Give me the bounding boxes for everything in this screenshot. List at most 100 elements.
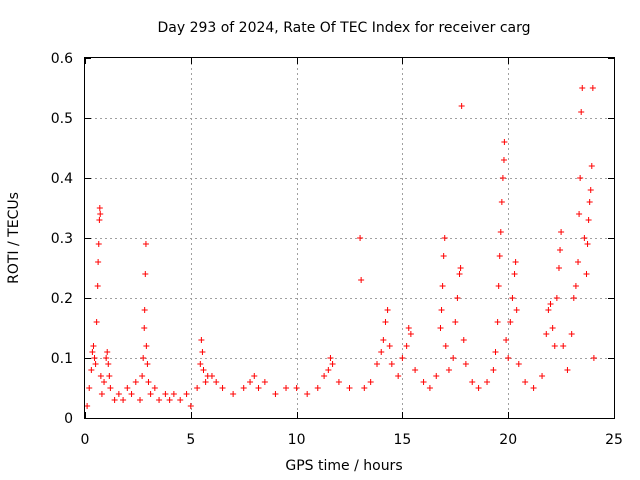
x-tick-label: 15	[393, 432, 411, 448]
data-point	[151, 385, 158, 391]
data-point	[395, 373, 402, 379]
y-tick-label: 0.2	[51, 291, 73, 307]
data-point	[555, 265, 562, 271]
data-point	[456, 271, 463, 277]
x-axis-ticks: 0 5 10 15 20 25	[81, 58, 623, 448]
data-point	[484, 379, 491, 385]
data-point	[547, 301, 554, 307]
data-point	[378, 349, 385, 355]
data-point	[145, 379, 152, 385]
x-tick-label: 5	[186, 432, 195, 448]
data-point	[549, 325, 556, 331]
data-point	[104, 349, 111, 355]
data-point	[512, 259, 519, 265]
data-point	[439, 283, 446, 289]
data-point	[492, 349, 499, 355]
data-point	[94, 283, 101, 289]
data-point	[515, 361, 522, 367]
data-point	[507, 319, 514, 325]
data-point	[213, 379, 220, 385]
data-point	[442, 343, 449, 349]
data-point	[584, 241, 591, 247]
data-point	[92, 361, 99, 367]
data-point	[495, 283, 502, 289]
x-tick-label: 0	[81, 432, 90, 448]
y-tick-label: 0.5	[51, 111, 73, 127]
data-point	[454, 295, 461, 301]
data-point	[557, 247, 564, 253]
data-point	[437, 325, 444, 331]
data-point	[445, 367, 452, 373]
data-point	[314, 385, 321, 391]
data-point	[388, 361, 395, 367]
data-point	[198, 337, 205, 343]
data-point	[511, 271, 518, 277]
data-point	[107, 385, 114, 391]
data-point	[89, 349, 96, 355]
data-point	[272, 391, 279, 397]
data-point	[522, 379, 529, 385]
data-point	[441, 235, 448, 241]
data-point	[304, 391, 311, 397]
data-point	[490, 367, 497, 373]
data-point	[568, 331, 575, 337]
data-point	[499, 175, 506, 181]
data-point	[97, 211, 104, 217]
data-point	[124, 385, 131, 391]
data-point	[128, 391, 135, 397]
data-point	[380, 337, 387, 343]
data-point	[142, 271, 149, 277]
data-point	[384, 307, 391, 313]
data-point	[386, 343, 393, 349]
data-point	[590, 355, 597, 361]
chart-title: Day 293 of 2024, Rate Of TEC Index for r…	[157, 20, 530, 36]
data-point	[346, 385, 353, 391]
data-point	[361, 385, 368, 391]
data-point	[420, 379, 427, 385]
data-points	[84, 85, 597, 409]
data-point	[357, 235, 364, 241]
data-point	[374, 361, 381, 367]
data-point	[564, 367, 571, 373]
data-point	[367, 379, 374, 385]
y-axis-label: ROTI / TECUs	[6, 192, 22, 284]
data-point	[199, 349, 206, 355]
data-point	[240, 385, 247, 391]
data-point	[335, 379, 342, 385]
data-point	[581, 235, 588, 241]
data-point	[293, 385, 300, 391]
data-point	[103, 355, 110, 361]
data-point	[197, 361, 204, 367]
data-point	[84, 403, 91, 409]
grid-lines	[85, 58, 614, 418]
data-point	[358, 277, 365, 283]
data-point	[497, 229, 504, 235]
data-point	[156, 397, 163, 403]
data-point	[115, 391, 122, 397]
data-point	[327, 355, 334, 361]
data-point	[572, 283, 579, 289]
data-point	[208, 373, 215, 379]
data-point	[513, 307, 520, 313]
x-tick-label: 20	[499, 432, 517, 448]
data-point	[412, 367, 419, 373]
data-point	[458, 103, 465, 109]
data-point	[194, 385, 201, 391]
data-point	[141, 307, 148, 313]
data-point	[230, 391, 237, 397]
data-point	[98, 391, 105, 397]
data-point	[440, 253, 447, 259]
data-point	[558, 229, 565, 235]
data-point	[261, 379, 268, 385]
data-point	[143, 343, 150, 349]
data-point	[583, 271, 590, 277]
data-point	[553, 295, 560, 301]
data-point	[457, 265, 464, 271]
data-point	[101, 379, 108, 385]
data-point	[95, 259, 102, 265]
data-point	[450, 355, 457, 361]
data-point	[321, 373, 328, 379]
data-point	[475, 385, 482, 391]
data-point	[137, 397, 144, 403]
